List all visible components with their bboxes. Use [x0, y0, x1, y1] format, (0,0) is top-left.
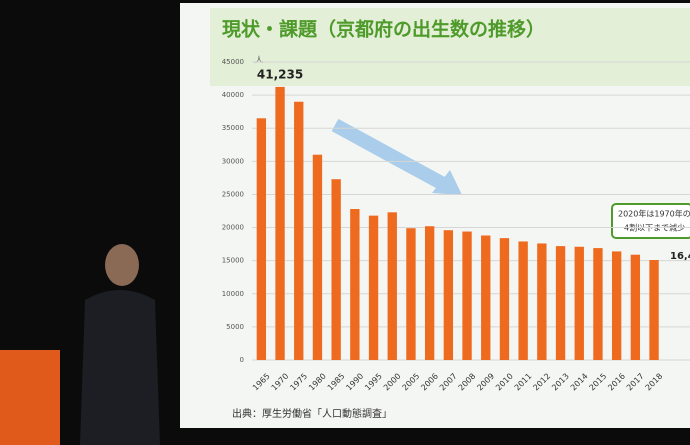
- bar: [518, 241, 528, 360]
- y-unit: 人: [255, 56, 263, 65]
- bar: [331, 179, 341, 360]
- y-tick-label: 30000: [222, 157, 244, 165]
- y-tick-label: 25000: [222, 190, 244, 198]
- source: 出典：厚生労働省「人口動態調査」: [232, 407, 392, 420]
- y-tick-label: 20000: [222, 224, 244, 232]
- bar: [537, 243, 547, 360]
- head: [105, 244, 139, 286]
- bar: [611, 251, 622, 360]
- title-band: [210, 8, 690, 86]
- podium: [0, 350, 60, 445]
- arrow: [331, 118, 449, 192]
- y-tick-label: 35000: [222, 124, 244, 132]
- bar: [350, 209, 360, 360]
- bar: [294, 101, 304, 360]
- y-tick-label: 0: [240, 356, 244, 364]
- chart-title: 現状・課題（京都府の出生数の推移）: [222, 18, 545, 41]
- value-label: 41,235: [257, 67, 303, 81]
- bar: [368, 215, 379, 360]
- bar: [593, 248, 603, 360]
- y-tick-label: 5000: [226, 323, 244, 331]
- annotation: 2020年は1970年の: [618, 209, 690, 219]
- bar: [555, 246, 566, 360]
- arrow-head: [432, 170, 462, 195]
- bar: [481, 235, 491, 360]
- bar: [387, 212, 397, 360]
- bar: [630, 254, 641, 360]
- bar: [499, 238, 510, 360]
- bar: [275, 86, 285, 360]
- bar: [443, 230, 454, 360]
- y-tick-label: 15000: [222, 257, 244, 265]
- callout-box: [611, 203, 690, 239]
- bar: [574, 246, 584, 360]
- y-tick-label: 10000: [222, 290, 244, 298]
- y-tick-label: 40000: [222, 91, 244, 99]
- suit: [80, 290, 160, 445]
- bar: [424, 226, 435, 360]
- bar: [649, 260, 659, 360]
- speaker: [0, 244, 160, 445]
- value-label: 16,4: [670, 251, 690, 262]
- y-tick-label: 45000: [222, 58, 244, 66]
- bar: [406, 228, 416, 360]
- bar: [312, 154, 323, 360]
- bar: [462, 231, 472, 360]
- bar: [256, 118, 267, 361]
